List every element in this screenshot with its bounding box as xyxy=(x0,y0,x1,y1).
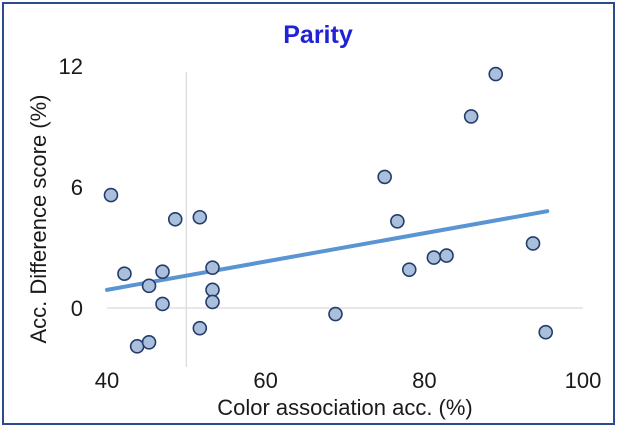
y-axis-title: Acc. Difference score (%) xyxy=(26,94,51,343)
x-tick-label: 40 xyxy=(95,368,119,393)
data-point xyxy=(155,296,170,312)
tick-labels: 40 60 80 100 0 6 12 xyxy=(59,54,602,393)
data-point xyxy=(525,236,541,251)
data-point xyxy=(129,339,145,354)
data-point xyxy=(205,282,220,298)
data-point xyxy=(205,294,220,310)
data-point xyxy=(390,213,405,229)
scatter-chart: Parity 40 60 80 100 0 6 12 Color association a… xyxy=(26,21,602,420)
y-tick-label: 6 xyxy=(71,175,83,200)
data-point xyxy=(488,66,504,82)
chart-title: Parity xyxy=(283,21,353,49)
x-tick-label: 60 xyxy=(253,368,277,393)
y-tick-label: 12 xyxy=(59,54,83,79)
data-point xyxy=(103,187,119,203)
data-point xyxy=(141,334,157,350)
data-point xyxy=(192,209,208,225)
data-point xyxy=(439,248,454,263)
data-point xyxy=(538,324,554,340)
x-axis-title: Color association acc. (%) xyxy=(217,395,473,420)
chart-frame: Parity 40 60 80 100 0 6 12 Color association a… xyxy=(2,2,615,425)
data-point xyxy=(205,260,220,275)
x-tick-label: 80 xyxy=(412,368,436,393)
data-point xyxy=(117,266,132,282)
data-point xyxy=(141,278,157,294)
x-tick-label: 100 xyxy=(565,368,602,393)
trend-line xyxy=(105,209,550,292)
data-point xyxy=(167,211,183,227)
data-point xyxy=(192,320,208,336)
data-points xyxy=(103,66,554,354)
data-point xyxy=(426,250,442,265)
data-point xyxy=(155,264,170,280)
data-point xyxy=(463,109,479,124)
data-point xyxy=(377,169,392,185)
data-point xyxy=(401,262,417,277)
y-tick-label: 0 xyxy=(71,296,83,321)
data-point xyxy=(328,306,343,322)
